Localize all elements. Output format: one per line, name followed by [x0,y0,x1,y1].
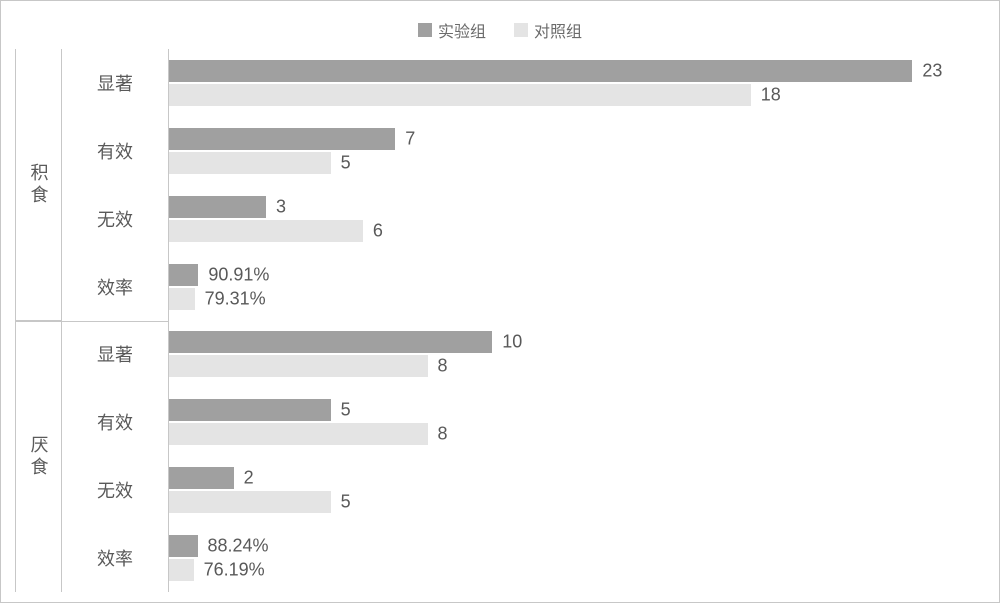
bar-rect: 90.91% [169,264,198,286]
bar-rect: 8 [169,355,428,377]
bar-rect: 8 [169,423,428,445]
bar-rect: 76.19% [169,559,194,581]
bar-value-label: 23 [912,60,942,81]
bar-value-label: 5 [331,152,351,173]
cat-label: 显著 [62,321,168,389]
bar-value-label: 88.24% [198,536,269,557]
bar-value-label: 5 [331,400,351,421]
bars-group-1: 108582588.24%76.19% [169,321,985,593]
bar-rect: 18 [169,84,751,106]
bar-rect: 10 [169,331,492,353]
bar-value-label: 90.91% [198,264,269,285]
legend: 实验组 对照组 [15,11,985,49]
chart-container: 实验组 对照组 积食 厌食 显著 有效 无效 效率 显著 有效 无效 效率 [0,0,1000,603]
bar-row: 58 [169,388,985,456]
bar-rect: 88.24% [169,535,198,557]
bar-series-b: 8 [169,423,977,445]
bar-row: 90.91%79.31% [169,253,985,321]
bar-row: 88.24%76.19% [169,524,985,592]
bars-area: 2318753690.91%79.31%108582588.24%76.19% [168,49,985,592]
bar-series-b: 8 [169,355,977,377]
bar-row: 25 [169,456,985,524]
bar-value-label: 3 [266,196,286,217]
category-axis: 显著 有效 无效 效率 显著 有效 无效 效率 [62,49,168,592]
bar-series-a: 90.91% [169,264,977,286]
plot-area: 积食 厌食 显著 有效 无效 效率 显著 有效 无效 效率 2318753690… [15,49,985,592]
bar-series-a: 2 [169,467,977,489]
cat-group-1: 显著 有效 无效 效率 [62,321,168,593]
bar-rect: 23 [169,60,912,82]
group-axis: 积食 厌食 [16,49,62,592]
bar-series-b: 5 [169,491,977,513]
cat-group-0: 显著 有效 无效 效率 [62,49,168,321]
bar-row: 108 [169,321,985,389]
legend-label-b: 对照组 [534,18,582,42]
bar-rect: 5 [169,399,331,421]
cat-label: 效率 [62,253,168,321]
bar-value-label: 7 [395,128,415,149]
legend-swatch-b [514,23,528,37]
bar-row: 2318 [169,49,985,117]
bar-value-label: 8 [428,424,448,445]
bars-group-0: 2318753690.91%79.31% [169,49,985,321]
cat-label: 效率 [62,524,168,592]
bar-series-b: 76.19% [169,559,977,581]
legend-item-series-b: 对照组 [514,18,582,42]
bar-rect: 2 [169,467,234,489]
bar-value-label: 5 [331,492,351,513]
bar-value-label: 18 [751,84,781,105]
cat-label: 无效 [62,185,168,253]
group-label-1: 厌食 [16,321,61,592]
bar-series-a: 10 [169,331,977,353]
cat-label: 显著 [62,49,168,117]
legend-label-a: 实验组 [438,18,486,42]
bar-rect: 7 [169,128,395,150]
bar-value-label: 6 [363,220,383,241]
bar-series-a: 23 [169,60,977,82]
bar-row: 36 [169,185,985,253]
bar-value-label: 8 [428,356,448,377]
bar-series-b: 5 [169,152,977,174]
bar-series-a: 88.24% [169,535,977,557]
bar-series-b: 79.31% [169,288,977,310]
bar-value-label: 10 [492,332,522,353]
bar-rect: 6 [169,220,363,242]
cat-label: 无效 [62,456,168,524]
bar-series-b: 18 [169,84,977,106]
legend-swatch-a [418,23,432,37]
cat-label: 有效 [62,388,168,456]
bar-rect: 5 [169,152,331,174]
bar-series-a: 7 [169,128,977,150]
bar-rect: 79.31% [169,288,195,310]
bar-value-label: 76.19% [194,560,265,581]
bar-series-a: 3 [169,196,977,218]
bar-value-label: 2 [234,468,254,489]
cat-label: 有效 [62,117,168,185]
group-label-0: 积食 [16,49,61,321]
bar-rect: 5 [169,491,331,513]
bar-rect: 3 [169,196,266,218]
legend-item-series-a: 实验组 [418,18,486,42]
bar-value-label: 79.31% [195,288,266,309]
bar-series-b: 6 [169,220,977,242]
bar-series-a: 5 [169,399,977,421]
bar-row: 75 [169,117,985,185]
